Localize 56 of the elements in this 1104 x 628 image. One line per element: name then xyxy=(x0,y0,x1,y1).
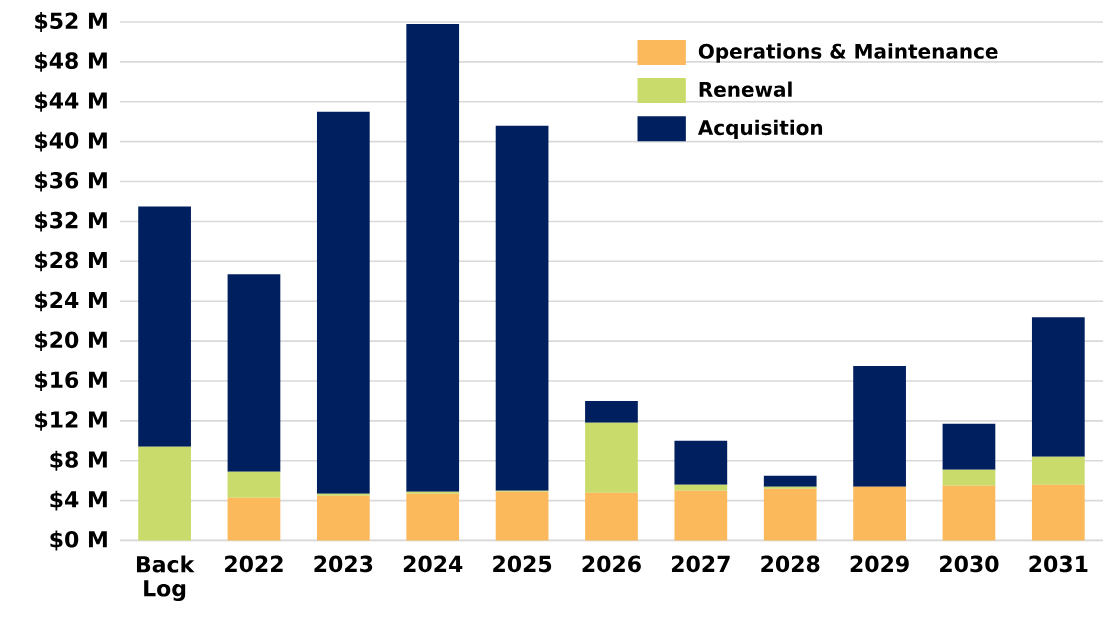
x-tick-label: 2024 xyxy=(403,555,463,572)
bar xyxy=(585,492,638,541)
x-tick-label: 2025 xyxy=(493,555,552,572)
bar xyxy=(406,491,460,494)
y-tick-label: $16 M xyxy=(35,370,107,391)
x-tick-label: 2023 xyxy=(314,555,373,572)
bar xyxy=(674,490,728,541)
bar xyxy=(585,422,638,493)
bar xyxy=(227,497,281,541)
y-tick-label: $4 M xyxy=(50,490,107,511)
x-tick-label: 2031 xyxy=(1029,555,1088,572)
x-tick-label: Back Log xyxy=(136,555,195,601)
bar xyxy=(406,23,460,492)
bar xyxy=(674,440,728,485)
y-tick-label: $32 M xyxy=(35,211,107,232)
bar xyxy=(674,484,728,491)
bar xyxy=(763,475,817,487)
y-tick-label: $40 M xyxy=(35,131,107,152)
x-tick-label: 2027 xyxy=(671,555,730,572)
bar xyxy=(1031,316,1085,457)
bar xyxy=(227,274,281,472)
x-tick-label: 2026 xyxy=(582,555,641,572)
bar xyxy=(495,125,549,491)
y-tick-label: $12 M xyxy=(35,410,107,431)
y-tick-label: $20 M xyxy=(35,330,107,351)
x-tick-label: 2029 xyxy=(850,555,909,572)
x-tick-label: 2028 xyxy=(761,555,820,572)
y-tick-label: $24 M xyxy=(35,291,107,311)
bar xyxy=(853,486,906,541)
x-tick-label: 2022 xyxy=(225,555,283,572)
bar xyxy=(942,469,996,486)
legend-label: Acquisition xyxy=(697,119,823,139)
bar xyxy=(138,446,191,541)
bar xyxy=(406,493,460,541)
bar xyxy=(1031,484,1085,541)
bar xyxy=(316,111,370,494)
y-tick-label: $36 M xyxy=(35,171,107,192)
bar xyxy=(763,488,817,541)
y-tick-label: $0 M xyxy=(50,530,107,551)
y-tick-label: $8 M xyxy=(50,450,107,471)
legend-label: Operations & Maintenance xyxy=(698,43,998,63)
bar xyxy=(585,400,638,423)
bar xyxy=(138,206,191,447)
x-tick-label: 2030 xyxy=(940,555,999,572)
y-tick-label: $48 M xyxy=(35,51,107,72)
y-tick-label: $44 M xyxy=(35,91,107,112)
bar xyxy=(495,491,549,541)
y-tick-label: $28 M xyxy=(35,251,107,272)
bar xyxy=(316,495,370,541)
bar xyxy=(942,423,996,470)
bar xyxy=(942,485,996,541)
bar xyxy=(227,471,281,498)
y-tick-label: $52 M xyxy=(35,11,107,32)
bar xyxy=(853,365,906,487)
bar xyxy=(1031,456,1085,485)
legend-label: Renewal xyxy=(699,81,792,97)
